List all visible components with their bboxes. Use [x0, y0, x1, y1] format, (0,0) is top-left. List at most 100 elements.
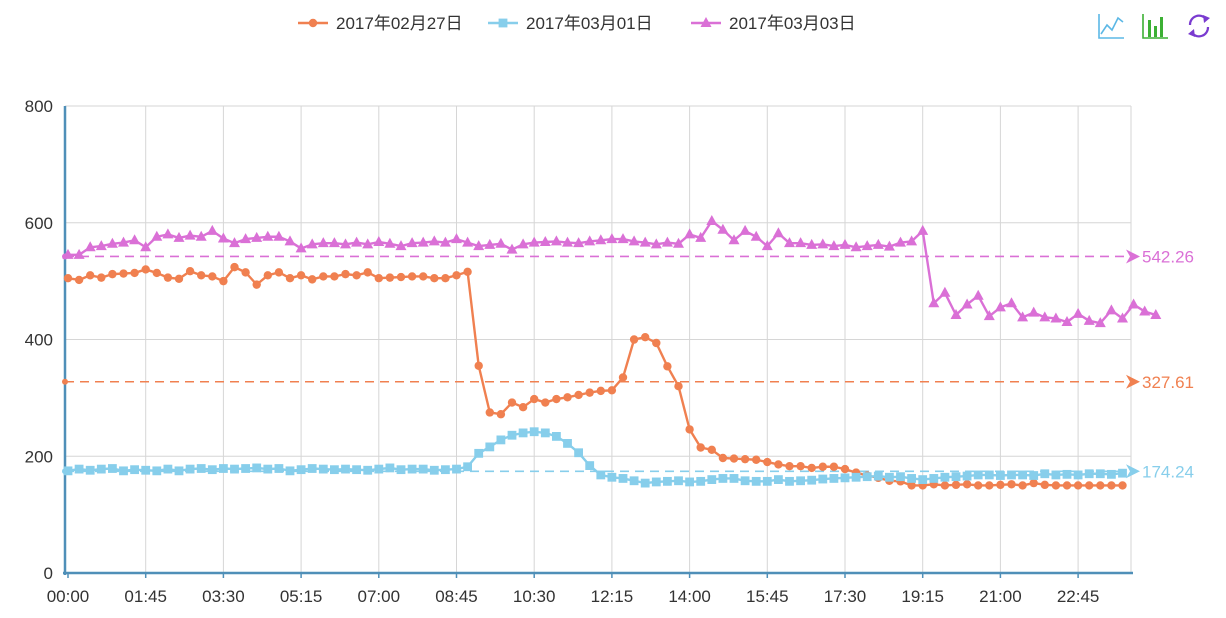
- data-point: [351, 236, 363, 247]
- data-point: [907, 481, 916, 490]
- data-point: [1150, 308, 1162, 319]
- data-point: [1040, 480, 1050, 490]
- data-point: [108, 464, 117, 473]
- data-point: [940, 481, 950, 490]
- data-point: [363, 465, 373, 475]
- data-point: [84, 241, 96, 252]
- data-point: [407, 272, 417, 281]
- data-point: [62, 248, 74, 259]
- data-point: [650, 238, 662, 249]
- data-point: [1096, 481, 1105, 490]
- data-point: [1006, 297, 1017, 308]
- data-point: [628, 235, 640, 246]
- data-point: [850, 241, 862, 252]
- data-point: [196, 464, 206, 473]
- toolbox[interactable]: [1097, 12, 1213, 40]
- data-point: [452, 464, 461, 474]
- data-point: [530, 394, 539, 404]
- legend-item[interactable]: 2017年02月27日: [298, 14, 463, 33]
- data-point: [1062, 469, 1072, 479]
- data-point: [417, 236, 429, 247]
- data-point: [740, 476, 750, 486]
- data-point: [1094, 317, 1106, 328]
- data-point: [540, 428, 550, 438]
- data-point: [119, 466, 128, 476]
- data-point: [284, 235, 296, 246]
- data-point: [996, 471, 1005, 480]
- data-point: [306, 238, 318, 249]
- data-point: [929, 474, 939, 483]
- x-tick-label: 17:30: [824, 587, 867, 606]
- data-point: [840, 464, 850, 474]
- legend[interactable]: 2017年02月27日 2017年03月01日 2017年03月03日: [298, 14, 856, 33]
- data-point: [85, 465, 95, 475]
- data-point: [263, 271, 272, 280]
- data-point: [951, 472, 961, 482]
- data-point: [961, 298, 973, 309]
- legend-item[interactable]: 2017年03月03日: [691, 14, 856, 33]
- data-point: [285, 274, 295, 283]
- data-point: [729, 454, 739, 463]
- data-point: [441, 465, 450, 475]
- data-point: [918, 475, 928, 484]
- x-tick-label: 15:45: [746, 587, 789, 606]
- data-point: [241, 464, 250, 473]
- data-point: [807, 475, 817, 485]
- restore-icon[interactable]: [1185, 12, 1213, 40]
- average-label: 542.26: [1142, 247, 1194, 266]
- data-point: [1084, 469, 1094, 479]
- legend-symbol: [308, 18, 318, 28]
- data-point: [563, 439, 572, 448]
- data-point: [994, 301, 1006, 312]
- data-point: [418, 464, 428, 474]
- legend-symbol: [700, 17, 712, 27]
- data-point: [219, 464, 228, 473]
- data-point: [141, 465, 151, 475]
- data-point: [596, 470, 606, 480]
- data-point: [983, 310, 995, 321]
- data-point: [639, 236, 651, 247]
- data-point: [363, 268, 372, 277]
- data-point: [439, 236, 451, 247]
- bar-chart-icon[interactable]: [1141, 12, 1169, 40]
- data-point: [97, 273, 106, 282]
- data-point: [729, 474, 739, 483]
- data-point: [118, 236, 129, 247]
- data-point: [207, 465, 217, 475]
- data-point: [584, 235, 596, 246]
- markline-arrow: [1126, 249, 1140, 264]
- data-point: [362, 238, 374, 249]
- data-point: [1072, 307, 1084, 318]
- data-point: [806, 238, 818, 249]
- data-point: [74, 275, 84, 285]
- data-point: [95, 240, 107, 251]
- line-chart-icon[interactable]: [1097, 12, 1125, 40]
- data-point: [308, 275, 317, 284]
- markline-arrow: [1126, 374, 1140, 389]
- x-tick-label: 19:15: [901, 587, 944, 606]
- data-point: [173, 231, 185, 242]
- data-point: [728, 234, 740, 245]
- data-point: [951, 480, 961, 490]
- data-point: [518, 403, 528, 412]
- data-point: [463, 462, 472, 472]
- data-point: [562, 236, 573, 247]
- data-point: [328, 237, 340, 248]
- data-point: [274, 268, 284, 277]
- data-point: [618, 474, 628, 483]
- data-point: [1028, 306, 1040, 317]
- data-point: [96, 464, 106, 474]
- data-point: [1061, 315, 1073, 326]
- data-point: [1029, 478, 1038, 488]
- data-point: [607, 472, 617, 482]
- data-point: [685, 425, 694, 434]
- grid: [65, 105, 1132, 573]
- data-point: [240, 233, 252, 244]
- data-point: [184, 229, 196, 240]
- data-point: [1083, 314, 1095, 325]
- data-point: [106, 237, 118, 248]
- legend-item[interactable]: 2017年03月01日: [488, 14, 653, 33]
- legend-label: 2017年02月27日: [336, 14, 463, 33]
- data-point: [63, 466, 73, 476]
- data-point: [385, 463, 395, 473]
